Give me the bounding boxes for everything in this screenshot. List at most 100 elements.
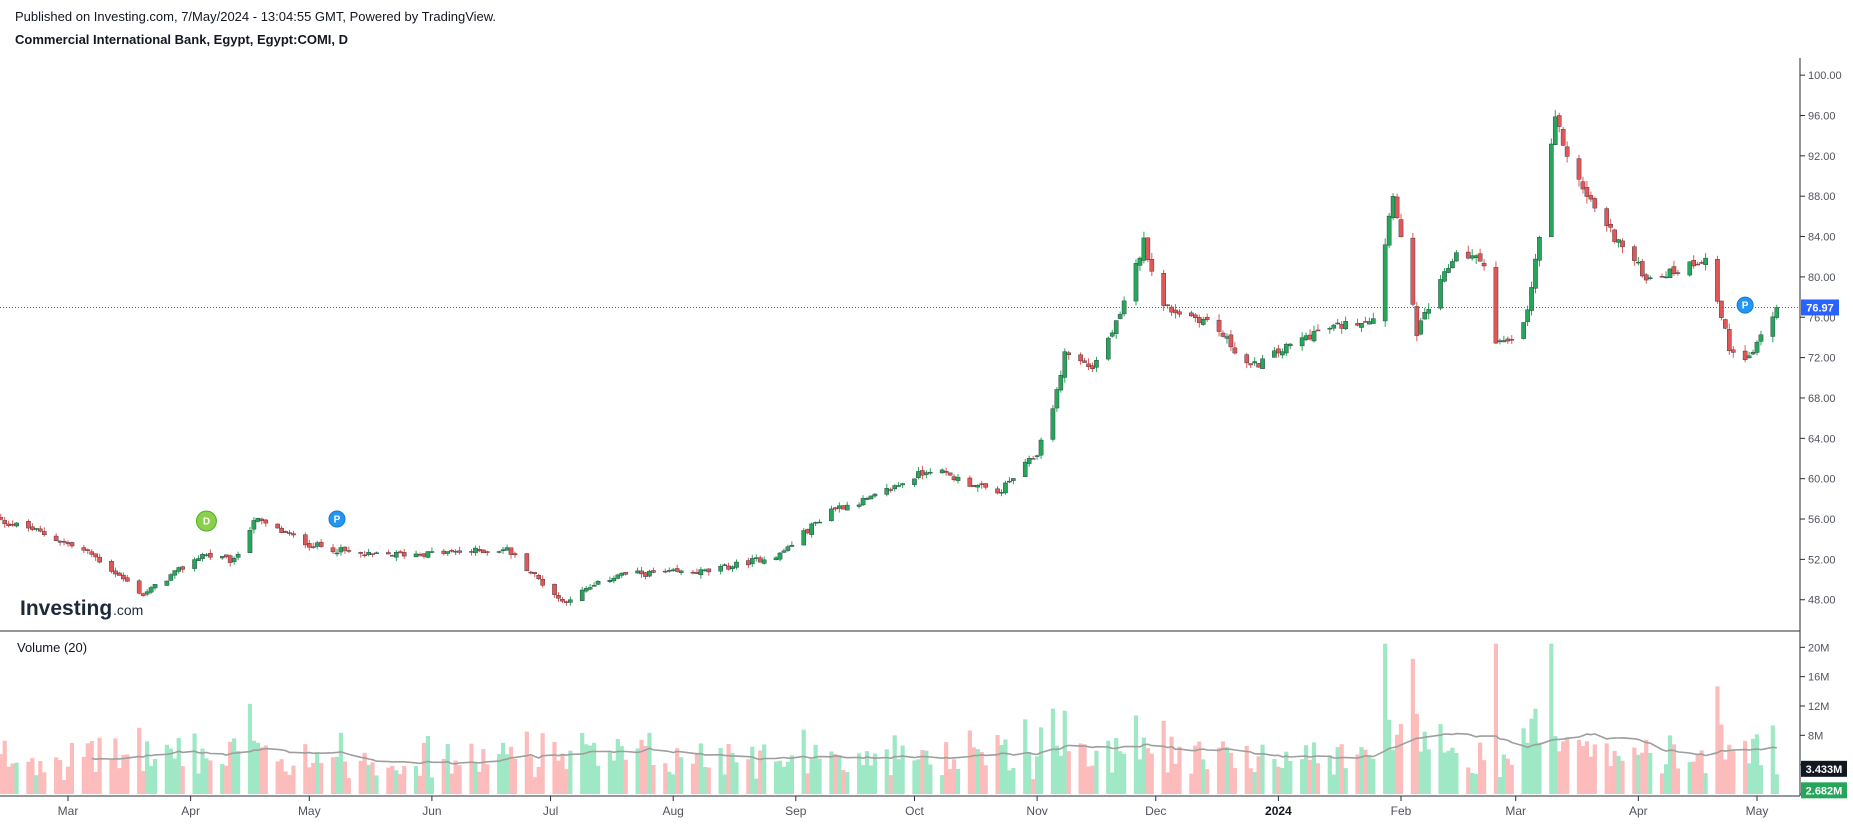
volume-bar [758,750,763,794]
candle-body [1161,273,1166,306]
candle-body [1438,279,1443,309]
volume-bar [14,762,19,794]
candle-body [69,542,75,547]
volume-bar [1260,744,1265,794]
event-marker[interactable] [1736,296,1754,314]
candle-body [560,599,565,602]
dividend-marker[interactable] [195,510,217,532]
volume-bar [900,745,905,794]
candle-body [773,557,779,560]
volume-bar [564,769,569,794]
volume-bar [168,748,173,794]
volume-bar [441,758,446,794]
candle-body [57,540,63,543]
candle-body [556,595,561,599]
time-tick-label: Jul [543,804,558,818]
price-tick-label: 68.00 [1808,393,1836,405]
volume-bar [1695,753,1700,794]
volume-bar [805,773,810,794]
candle-body [1588,195,1594,200]
candle-body [662,570,668,573]
candle-body [397,551,403,554]
volume-bar [259,747,264,794]
candle-body [1094,360,1099,368]
candle-body [251,520,257,530]
candle-body [449,550,454,552]
volume-bar [117,768,122,794]
candle-body [1003,482,1008,494]
candle-body [1367,321,1372,325]
candle-body [1189,312,1194,317]
volume-bar [1703,773,1708,794]
volume-bar [26,761,31,794]
volume-bar [1446,750,1451,794]
candle-body [394,552,399,558]
volume-bar [722,774,727,794]
candle-body [117,572,122,576]
candle-body [318,541,324,547]
volume-bar [1648,752,1653,794]
volume-bar [30,758,35,794]
volume-bar [1640,752,1645,794]
volume-bar [785,761,791,794]
volume-bar [734,762,739,794]
candle-body [223,554,229,558]
candle-body [401,552,407,557]
candle-body [1647,277,1653,279]
candle-body [540,578,545,586]
candle-body [1612,229,1617,242]
last-price-label: 76.97 [1806,302,1834,314]
volume-bar [1335,747,1340,794]
volume-bar [93,771,98,794]
candle-body [263,519,269,524]
candle-body [1556,115,1562,127]
volume-bar [746,759,751,794]
candle-body [113,570,118,575]
volume-bar [1288,761,1293,794]
candle-body [1754,341,1760,353]
volume-bar [374,775,379,794]
candle-body [1355,323,1360,326]
volume-bar [817,758,822,794]
volume-bar [694,752,700,794]
price-tick-label: 92.00 [1808,151,1836,163]
volume-bar [781,766,787,794]
volume-bar [1478,742,1483,794]
candle-body [93,553,98,558]
volume-bar [1731,749,1736,794]
last-price-tag [1801,299,1839,316]
volume-bar [366,764,371,794]
volume-bar [1197,741,1202,794]
volume-bar [1058,755,1063,794]
candle-body [144,591,150,595]
volume-bar [251,740,257,794]
candle-body [722,564,727,566]
candle-body [916,471,921,478]
event-marker[interactable] [328,510,346,528]
candle-body [1363,321,1368,323]
candle-body [1695,263,1700,266]
volume-bar [1671,744,1677,794]
volume-bar [1114,738,1119,794]
candle-body [643,572,648,577]
volume-bar [1410,658,1415,794]
candle-body [14,522,19,527]
volume-bar [528,756,533,794]
volume-bar [1616,755,1621,794]
volume-bar [1007,770,1012,794]
candle-body [429,551,435,553]
candle-body [1137,257,1143,266]
volume-bar [1529,718,1534,794]
volume-bar [1501,754,1506,794]
time-tick-label: Apr [1629,804,1648,818]
volume-bar [1343,768,1348,794]
candle-body [164,580,170,586]
candle-body [342,546,348,551]
candle-body [168,574,174,581]
candle-body [1450,261,1455,269]
volume-bar [1612,750,1617,794]
volume-bar [109,759,114,794]
candle-body [1054,389,1060,409]
candle-body [500,549,506,551]
